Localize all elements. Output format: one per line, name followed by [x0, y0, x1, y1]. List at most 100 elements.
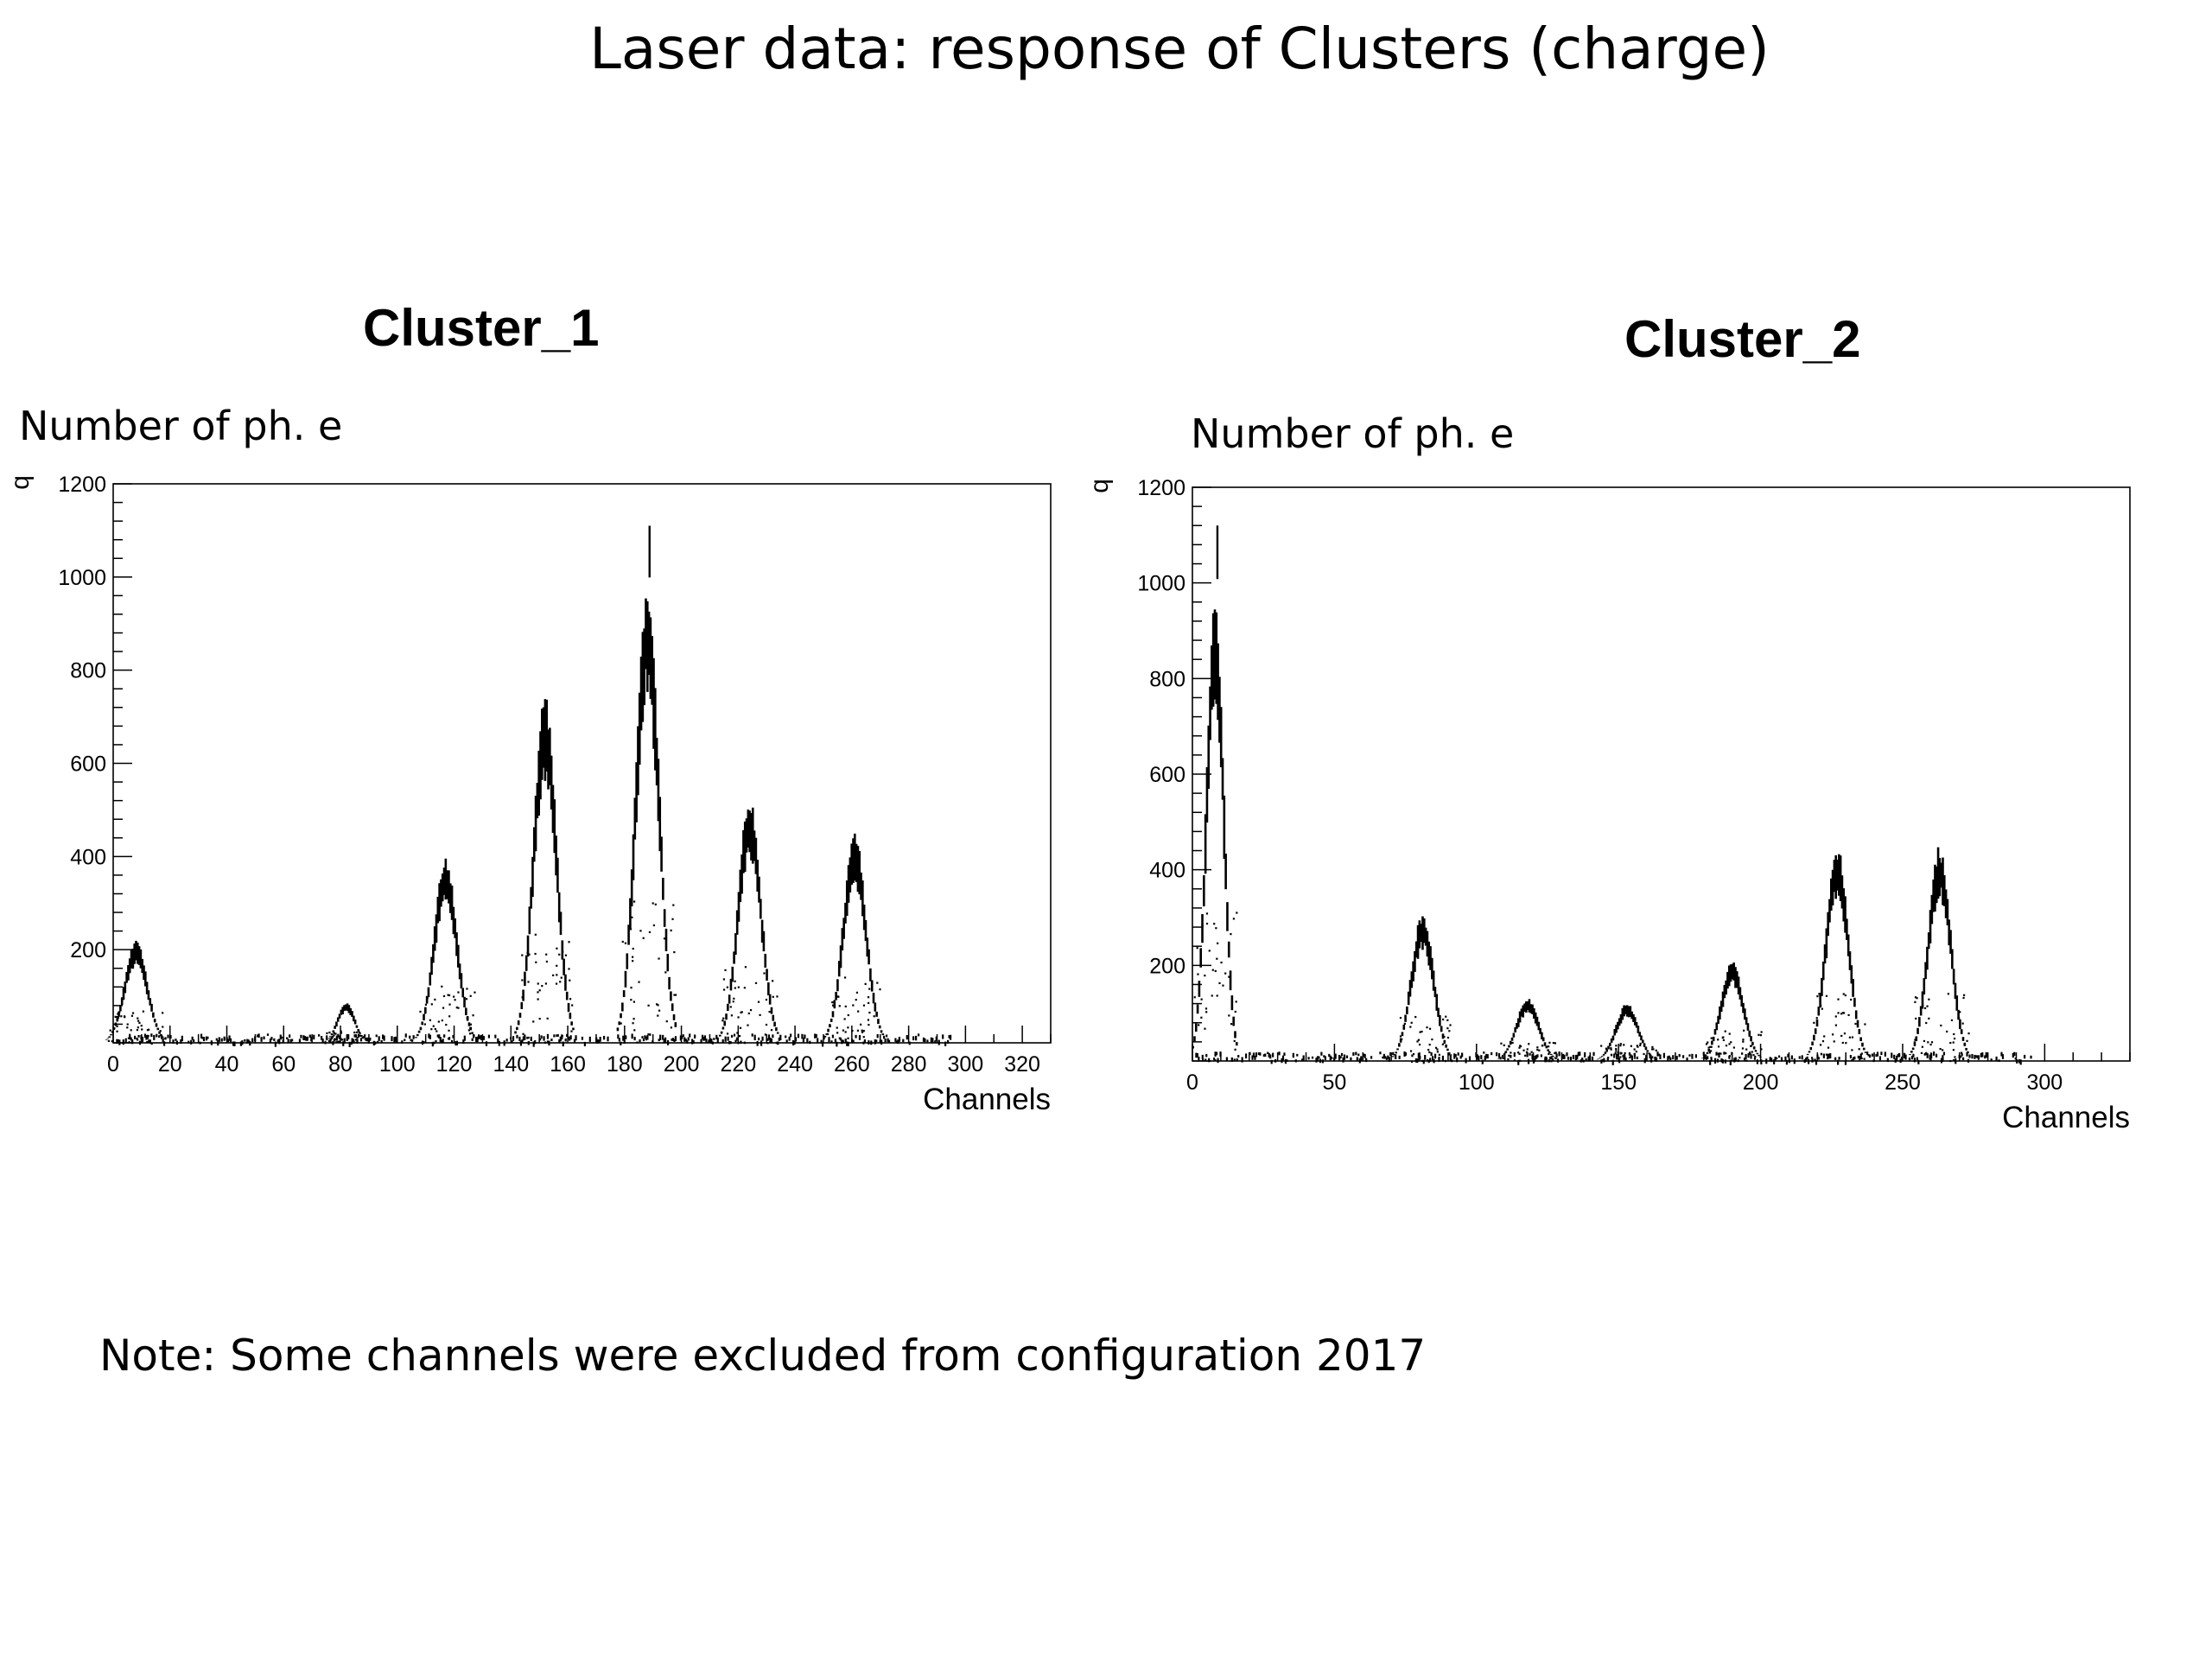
data-point [727, 1036, 729, 1041]
data-point [632, 960, 634, 962]
data-point [1395, 1054, 1397, 1059]
data-point [321, 1036, 323, 1040]
data-point [193, 1039, 195, 1043]
data-point [1401, 1038, 1403, 1040]
data-point [142, 1010, 144, 1013]
data-point [1205, 1007, 1208, 1010]
data-point [730, 1034, 734, 1038]
data-point [1920, 1051, 1923, 1054]
data-point [844, 1031, 847, 1033]
data-point [834, 1039, 836, 1044]
data-point [874, 1039, 876, 1045]
data-point [1827, 1046, 1830, 1049]
data-point [739, 1026, 742, 1029]
data-point [442, 1039, 444, 1044]
data-point [887, 1038, 889, 1042]
data-point [338, 1040, 340, 1043]
data-point [821, 1041, 824, 1047]
data-point [644, 1035, 646, 1039]
data-point [1554, 1057, 1557, 1060]
data-point [1214, 1051, 1217, 1057]
data-point [1548, 1041, 1551, 1044]
data-point [153, 1034, 156, 1040]
data-point [200, 1033, 203, 1039]
data-point [1511, 1041, 1514, 1045]
data-point [1841, 1041, 1844, 1045]
data-point [431, 1041, 434, 1047]
data-point [703, 1035, 707, 1041]
data-point [1925, 1021, 1928, 1025]
data-point [1785, 1059, 1789, 1065]
data-point [836, 995, 839, 998]
data-point [1630, 1045, 1632, 1047]
data-point [430, 1028, 433, 1031]
data-point [1974, 1054, 1976, 1059]
data-point [646, 1035, 649, 1040]
data-point [207, 1036, 209, 1039]
data-point [740, 1011, 742, 1013]
data-point [1922, 1004, 1924, 1007]
data-point [2000, 1051, 2003, 1057]
data-point [205, 1036, 208, 1041]
data-point [1232, 918, 1235, 920]
data-point [793, 1040, 796, 1045]
data-point [831, 1034, 835, 1039]
data-point [1678, 1053, 1681, 1058]
data-point [1475, 1052, 1478, 1058]
data-point [117, 1039, 119, 1043]
data-point [754, 981, 758, 984]
data-point [1613, 1053, 1616, 1058]
data-point [1898, 1052, 1901, 1058]
data-point [1750, 1045, 1752, 1047]
data-point [1643, 1058, 1646, 1064]
data-point [641, 1036, 644, 1039]
data-point [419, 1010, 422, 1013]
data-point [1272, 1052, 1274, 1058]
data-point [862, 1004, 866, 1007]
data-point [1259, 1052, 1262, 1056]
data-point [847, 1026, 849, 1029]
data-point [1350, 1057, 1352, 1061]
data-point [1737, 1059, 1739, 1063]
data-point [1318, 1056, 1320, 1059]
data-point [633, 1029, 636, 1032]
data-point [652, 924, 656, 927]
data-point [337, 1033, 340, 1037]
data-point [118, 1039, 121, 1045]
data-point [306, 1036, 308, 1041]
baseline-noise [116, 1033, 952, 1047]
data-point [662, 1034, 664, 1040]
data-point [443, 1034, 446, 1038]
data-point [335, 1041, 338, 1044]
data-point [944, 1041, 947, 1046]
data-point [338, 1035, 340, 1039]
data-point [1942, 1051, 1946, 1056]
data-point [724, 1036, 727, 1042]
data-point [1316, 1056, 1319, 1061]
data-point [1382, 1053, 1385, 1059]
data-point [1548, 1051, 1551, 1053]
data-point [528, 953, 531, 956]
data-point [1196, 947, 1198, 950]
data-point [1921, 1045, 1923, 1048]
data-point [353, 1040, 355, 1044]
data-point [1616, 1053, 1618, 1060]
data-point [1360, 1056, 1363, 1062]
data-point [1215, 1051, 1218, 1056]
data-point [122, 1039, 124, 1045]
data-point [1465, 1058, 1467, 1064]
data-point [1629, 1056, 1631, 1059]
data-point [876, 1033, 879, 1039]
data-point [1657, 1053, 1661, 1057]
data-point [356, 1037, 359, 1039]
data-point [1935, 1053, 1938, 1058]
data-point [842, 1029, 845, 1032]
y-tick-label: 600 [70, 753, 106, 777]
data-point [1705, 1043, 1708, 1045]
data-point [1866, 1051, 1869, 1056]
data-point [1445, 1015, 1447, 1018]
chart-2-plot: 200 400 600 800 1000 1200 0 50 100 150 200 250 300 Ch… [1085, 476, 2131, 1134]
data-point [1319, 1058, 1322, 1064]
data-point [1655, 1049, 1657, 1051]
data-point [1211, 994, 1213, 997]
